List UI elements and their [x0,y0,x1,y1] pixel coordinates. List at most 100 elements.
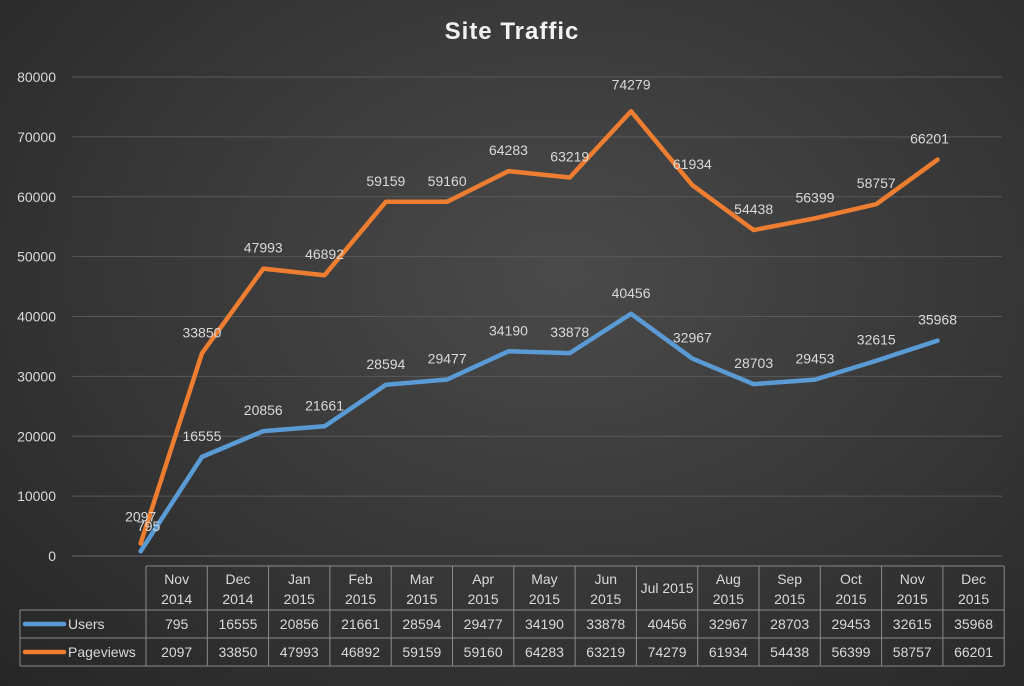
legend-label: Pageviews [68,644,136,660]
data-label: 33850 [182,324,221,340]
data-label: 29453 [795,351,834,367]
data-label: 47993 [244,240,283,256]
table-cell: 35968 [954,616,993,632]
table-cell: 32615 [893,616,932,632]
category-label: 2015 [835,591,866,607]
category-label: 2015 [713,591,744,607]
table-cell: 66201 [954,644,993,660]
category-label: Apr [472,571,494,587]
table-cell: 59160 [464,644,503,660]
table-cell: 33850 [218,644,257,660]
data-label: 33878 [550,324,589,340]
table-cell: 2097 [161,644,192,660]
data-label: 46892 [305,246,344,262]
category-label: Dec [225,571,250,587]
y-tick-label: 50000 [17,249,56,265]
data-label: 29477 [428,351,467,367]
table-cell: 795 [165,616,189,632]
data-label: 32615 [857,332,896,348]
table-cell: 46892 [341,644,380,660]
table-cell: 61934 [709,644,748,660]
y-axis-ticks: 0 10000 20000 30000 40000 50000 60000 70000 8000… [17,69,56,564]
data-label: 63219 [550,148,589,164]
category-label: Nov [900,571,925,587]
table-cell: 47993 [280,644,319,660]
table-cell: 21661 [341,616,380,632]
table-cell: 74279 [648,644,687,660]
category-label: 2015 [345,591,376,607]
table-cell: 58757 [893,644,932,660]
legend-label: Users [68,616,105,632]
category-label: 2014 [161,591,192,607]
data-label: 34190 [489,322,528,338]
table-cell: 64283 [525,644,564,660]
category-label: 2015 [406,591,437,607]
data-labels: 795 16555 20856 21661 28594 29477 34190 33878 40… [125,76,957,534]
data-table: Nov 2014 Dec 2014 Jan 2015 Feb 2015 Mar 2015 Apr 20… [19,565,1005,667]
category-label: 2015 [958,591,989,607]
y-tick-label: 20000 [17,428,56,444]
table-cell: 54438 [770,644,809,660]
table-cell: 56399 [831,644,870,660]
category-label: Jun [594,571,617,587]
data-label: 28594 [366,356,405,372]
category-label: Nov [164,571,189,587]
y-tick-label: 30000 [17,368,56,384]
category-label: Oct [840,571,862,587]
table-cell: 40456 [648,616,687,632]
data-label: 59160 [428,173,467,189]
table-cell: 59159 [402,644,441,660]
table-cell: 20856 [280,616,319,632]
table-cell: 28594 [402,616,441,632]
data-label: 32967 [673,330,712,346]
table-cell: 29453 [831,616,870,632]
y-tick-label: 80000 [17,69,56,85]
data-label: 795 [137,518,161,534]
table-cell: 32967 [709,616,748,632]
category-label: May [531,571,557,587]
y-tick-label: 10000 [17,488,56,504]
y-tick-label: 70000 [17,129,56,145]
table-cell: 29477 [464,616,503,632]
data-label: 21661 [305,397,344,413]
data-label: 28703 [734,355,773,371]
data-label: 56399 [795,189,834,205]
category-label: 2015 [529,591,560,607]
category-label: 2015 [590,591,621,607]
table-cell: 28703 [770,616,809,632]
chart-title: Site Traffic [444,18,580,45]
y-tick-label: 60000 [17,189,56,205]
data-label: 54438 [734,201,773,217]
data-label: 59159 [366,173,405,189]
data-label: 35968 [918,312,957,328]
series-line-users [138,311,940,554]
table-cell: 34190 [525,616,564,632]
category-label: 2015 [774,591,805,607]
data-label: 2097 [125,508,156,524]
data-label: 66201 [910,131,949,147]
category-label: Dec [961,571,986,587]
category-label: Mar [410,571,434,587]
y-tick-label: 40000 [17,309,56,325]
series-lines [138,109,940,554]
category-label: Sep [777,571,802,587]
category-label: 2014 [222,591,253,607]
category-label: Feb [348,571,372,587]
y-tick-label: 0 [48,548,56,564]
gridlines [72,76,1002,557]
table-cell: 63219 [586,644,625,660]
table-cell: 33878 [586,616,625,632]
category-label: 2015 [897,591,928,607]
data-label: 58757 [857,175,896,191]
category-label: Jul 2015 [641,580,694,596]
category-label: Aug [716,571,741,587]
data-label: 64283 [489,142,528,158]
category-label: Jan [288,571,311,587]
category-label: 2015 [468,591,499,607]
data-label: 40456 [612,285,651,301]
series-line-pageviews [138,109,940,546]
data-label: 74279 [612,76,651,92]
table-cell: 16555 [218,616,257,632]
data-label: 61934 [673,156,712,172]
